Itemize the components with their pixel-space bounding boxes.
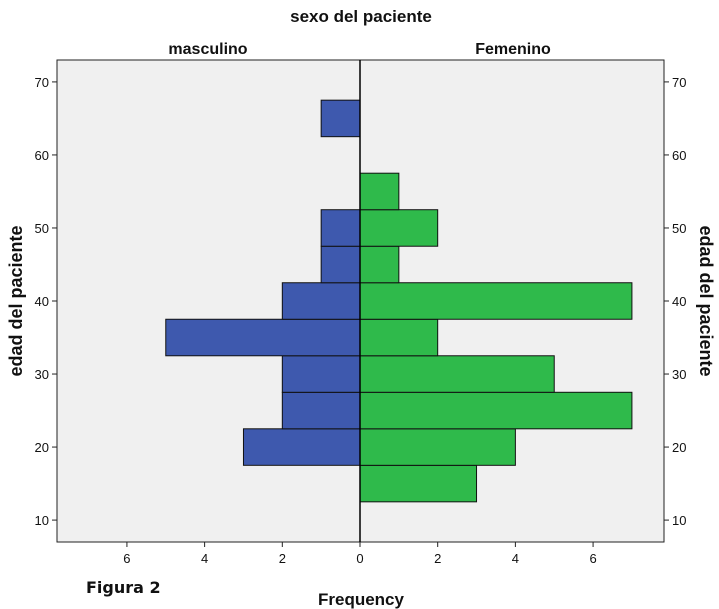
y-axis-label-left: edad del paciente	[6, 225, 26, 376]
y-tick-label-left: 10	[35, 513, 49, 528]
y-tick-label-right: 20	[672, 440, 686, 455]
bar-masculino	[281, 391, 361, 430]
x-tick-label: 2	[434, 551, 441, 566]
bar-masculino	[281, 282, 361, 320]
x-tick-label: 6	[123, 551, 130, 566]
y-tick-label-left: 30	[35, 367, 49, 382]
y-tick-label-right: 10	[672, 513, 686, 528]
x-axis-label: Frequency	[318, 590, 405, 609]
bar-femenino	[359, 209, 439, 247]
bar-femenino	[359, 282, 633, 320]
x-tick-label: 4	[512, 551, 519, 566]
bar-masculino	[320, 245, 361, 284]
y-tick-label-right: 70	[672, 75, 686, 90]
y-tick-label-right: 30	[672, 367, 686, 382]
bar-masculino	[281, 355, 361, 393]
chart-title: sexo del paciente	[290, 7, 432, 26]
bar-femenino	[359, 172, 400, 211]
bar-masculino	[242, 428, 361, 466]
x-tick-label: 4	[201, 551, 208, 566]
bar-femenino	[359, 391, 633, 430]
y-tick-label-right: 40	[672, 294, 686, 309]
bar-femenino	[359, 428, 516, 466]
x-tick-label: 6	[589, 551, 596, 566]
bar-femenino	[359, 318, 439, 357]
bar-masculino	[320, 99, 361, 138]
x-tick-label: 2	[279, 551, 286, 566]
y-tick-label-right: 50	[672, 221, 686, 236]
bar-masculino	[320, 209, 361, 247]
y-tick-label-left: 50	[35, 221, 49, 236]
bar-femenino	[359, 355, 555, 393]
y-tick-label-left: 60	[35, 148, 49, 163]
panel-label-femenino: Femenino	[475, 41, 551, 58]
y-tick-label-left: 20	[35, 440, 49, 455]
bar-femenino	[359, 245, 400, 284]
y-tick-label-left: 70	[35, 75, 49, 90]
panel-label-masculino: masculino	[168, 41, 247, 58]
y-tick-label-right: 60	[672, 148, 686, 163]
y-tick-label-left: 40	[35, 294, 49, 309]
figure-caption: Figura 2	[86, 578, 161, 597]
bar-masculino	[165, 318, 361, 357]
chart-marks	[165, 99, 633, 503]
y-axis-label-right: edad del paciente	[696, 225, 716, 376]
bar-femenino	[359, 464, 478, 503]
x-tick-label: 0	[356, 551, 363, 566]
